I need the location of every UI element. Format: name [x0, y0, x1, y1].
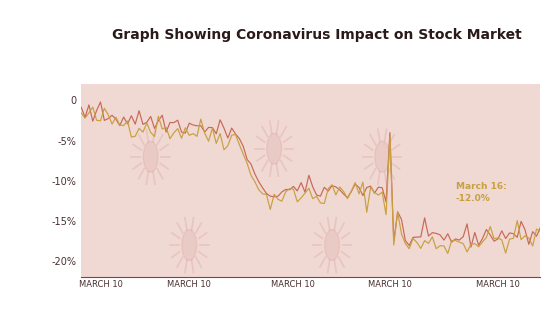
Text: NASDAQ: NASDAQ: [268, 74, 309, 83]
Circle shape: [267, 133, 282, 164]
Circle shape: [325, 230, 339, 261]
Text: Graph Showing Coronavirus Impact on Stock Market: Graph Showing Coronavirus Impact on Stoc…: [112, 28, 522, 42]
Text: March 16:
-12.0%: March 16: -12.0%: [455, 182, 506, 203]
Circle shape: [375, 141, 390, 172]
Text: DOW: DOW: [417, 74, 440, 83]
Circle shape: [143, 141, 158, 172]
Text: S&P 500: S&P 500: [112, 74, 151, 83]
Circle shape: [182, 230, 197, 261]
